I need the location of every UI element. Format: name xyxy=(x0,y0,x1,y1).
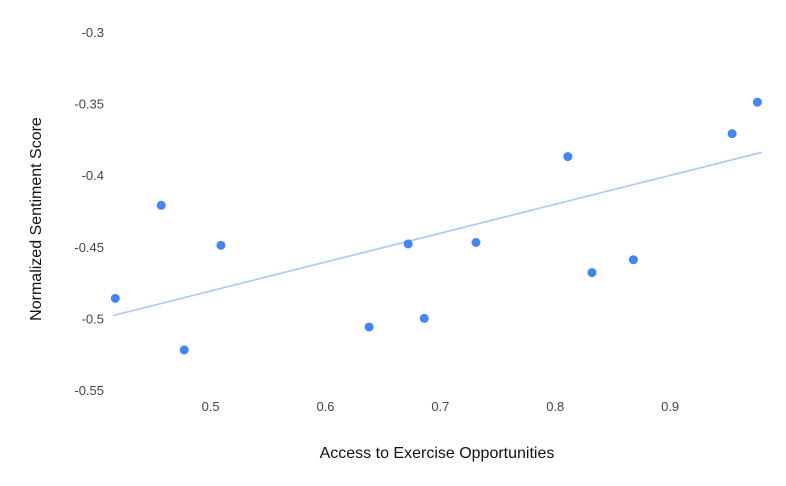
data-point xyxy=(727,129,737,139)
x-tick-label: 0.6 xyxy=(316,399,334,414)
data-point xyxy=(216,240,226,250)
y-tick-label: -0.4 xyxy=(82,168,104,183)
y-axis-title: Normalized Sentiment Score xyxy=(28,117,45,321)
trendline xyxy=(112,151,763,317)
data-point xyxy=(563,152,573,162)
x-tick-label: 0.5 xyxy=(202,399,220,414)
x-tick-label: 0.7 xyxy=(431,399,449,414)
data-point xyxy=(364,322,374,332)
data-point xyxy=(419,313,429,323)
y-tick-label: -0.55 xyxy=(74,383,104,398)
data-points xyxy=(110,97,762,355)
data-point xyxy=(156,200,166,210)
data-point xyxy=(179,345,189,355)
x-axis-title: Access to Exercise Opportunities xyxy=(320,445,555,462)
x-axis-tick-labels: 0.5 0.6 0.7 0.8 0.9 xyxy=(202,399,680,414)
data-point xyxy=(628,255,638,265)
x-tick-label: 0.9 xyxy=(661,399,679,414)
x-tick-label: 0.8 xyxy=(546,399,564,414)
y-tick-label: -0.5 xyxy=(82,311,104,326)
y-tick-label: -0.35 xyxy=(74,97,104,112)
y-tick-label: -0.3 xyxy=(82,25,104,40)
data-point xyxy=(110,293,120,303)
data-point xyxy=(471,238,481,248)
y-tick-label: -0.45 xyxy=(74,240,104,255)
data-point xyxy=(587,268,597,278)
y-axis-tick-labels: -0.3 -0.35 -0.4 -0.45 -0.5 -0.55 xyxy=(74,25,104,398)
data-point xyxy=(752,97,762,107)
data-point xyxy=(403,239,413,249)
